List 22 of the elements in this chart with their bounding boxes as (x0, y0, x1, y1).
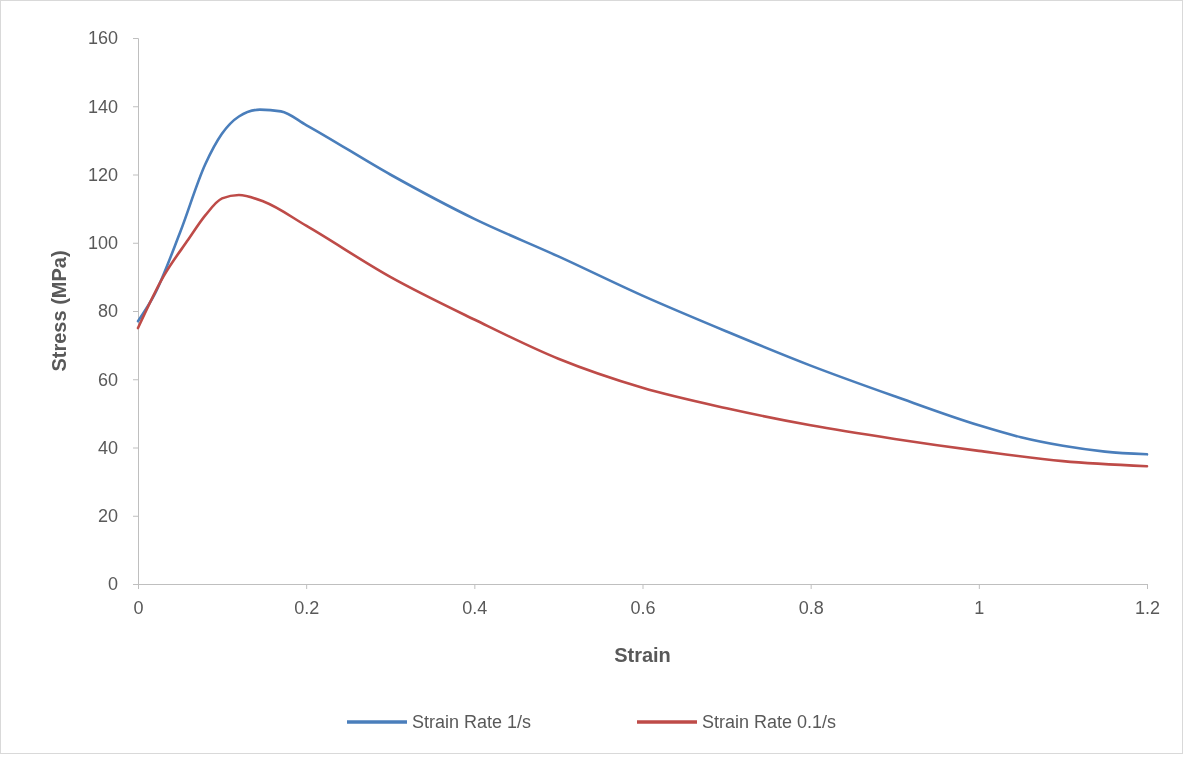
y-tick-label: 0 (107, 574, 118, 595)
y-axis-title: Stress (MPa) (48, 250, 70, 372)
x-tick-label: 0.6 (630, 597, 656, 618)
line-series (136, 193, 1149, 468)
x-tick-label: 0.8 (798, 597, 824, 618)
x-tick-label: 0 (133, 597, 144, 618)
x-tick-label: 1.2 (1134, 597, 1161, 618)
line-series (136, 108, 1149, 456)
x-tick-label: 0.4 (462, 597, 488, 618)
y-tick-label: 60 (97, 369, 118, 390)
y-tick-label: 160 (87, 28, 118, 49)
y-tick-label: 120 (87, 164, 118, 185)
legend-label: Strain Rate 1/s (412, 712, 532, 733)
y-tick-label: 100 (87, 233, 118, 254)
x-tick-label: 0.2 (294, 597, 320, 618)
x-axis-title: Strain (614, 644, 671, 666)
y-tick-label: 140 (87, 96, 118, 117)
x-tick-label: 1 (974, 597, 985, 618)
legend-label: Strain Rate 0.1/s (702, 712, 837, 733)
y-tick-label: 80 (97, 301, 118, 322)
y-tick-label: 20 (97, 506, 118, 527)
y-tick-label: 40 (97, 437, 118, 458)
